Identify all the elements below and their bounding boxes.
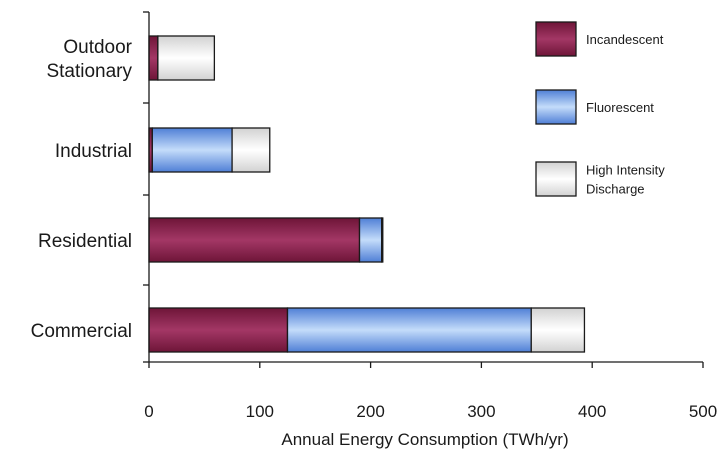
bar-fluorescent-3 xyxy=(286,307,532,353)
legend: Incandescent Fluorescent High Intensity Dis… xyxy=(535,21,665,197)
bar-incandescent-3 xyxy=(148,307,289,353)
legend-swatch-fluorescent xyxy=(535,89,577,125)
category-label: Residential xyxy=(38,231,132,252)
bar-high-intensity-discharge-0 xyxy=(157,35,216,81)
bar-incandescent-0 xyxy=(148,35,159,81)
category-label: Industrial xyxy=(55,141,132,162)
category-labels: Outdoor Stationary Industrial Residential Co… xyxy=(31,37,133,342)
bars xyxy=(148,35,586,353)
bar-high-intensity-discharge-3 xyxy=(530,307,586,353)
legend-label: Discharge xyxy=(586,182,645,197)
bar-high-intensity-discharge-2 xyxy=(381,217,384,263)
category-label: Outdoor xyxy=(63,37,132,58)
bar-fluorescent-1 xyxy=(151,127,233,173)
legend-label: Fluorescent xyxy=(586,100,654,115)
legend-label: Incandescent xyxy=(586,32,664,47)
x-tick-label: 100 xyxy=(246,402,274,421)
x-tick-label: 0 xyxy=(144,402,153,421)
legend-label: High Intensity xyxy=(586,163,665,178)
x-ticks: 0 100 200 300 400 500 xyxy=(144,362,717,421)
x-tick-label: 200 xyxy=(356,402,384,421)
category-label: Commercial xyxy=(31,321,132,342)
category-label: Stationary xyxy=(46,61,132,82)
x-tick-label: 300 xyxy=(467,402,495,421)
x-axis-label: Annual Energy Consumption (TWh/yr) xyxy=(281,430,568,449)
legend-swatch-high-intensity-discharge xyxy=(535,161,577,197)
bar-high-intensity-discharge-1 xyxy=(231,127,271,173)
x-tick-label: 400 xyxy=(578,402,606,421)
x-tick-label: 500 xyxy=(689,402,717,421)
legend-swatch-incandescent xyxy=(535,21,577,57)
axes xyxy=(143,11,703,363)
bar-fluorescent-2 xyxy=(358,217,383,263)
bar-incandescent-2 xyxy=(148,217,361,263)
